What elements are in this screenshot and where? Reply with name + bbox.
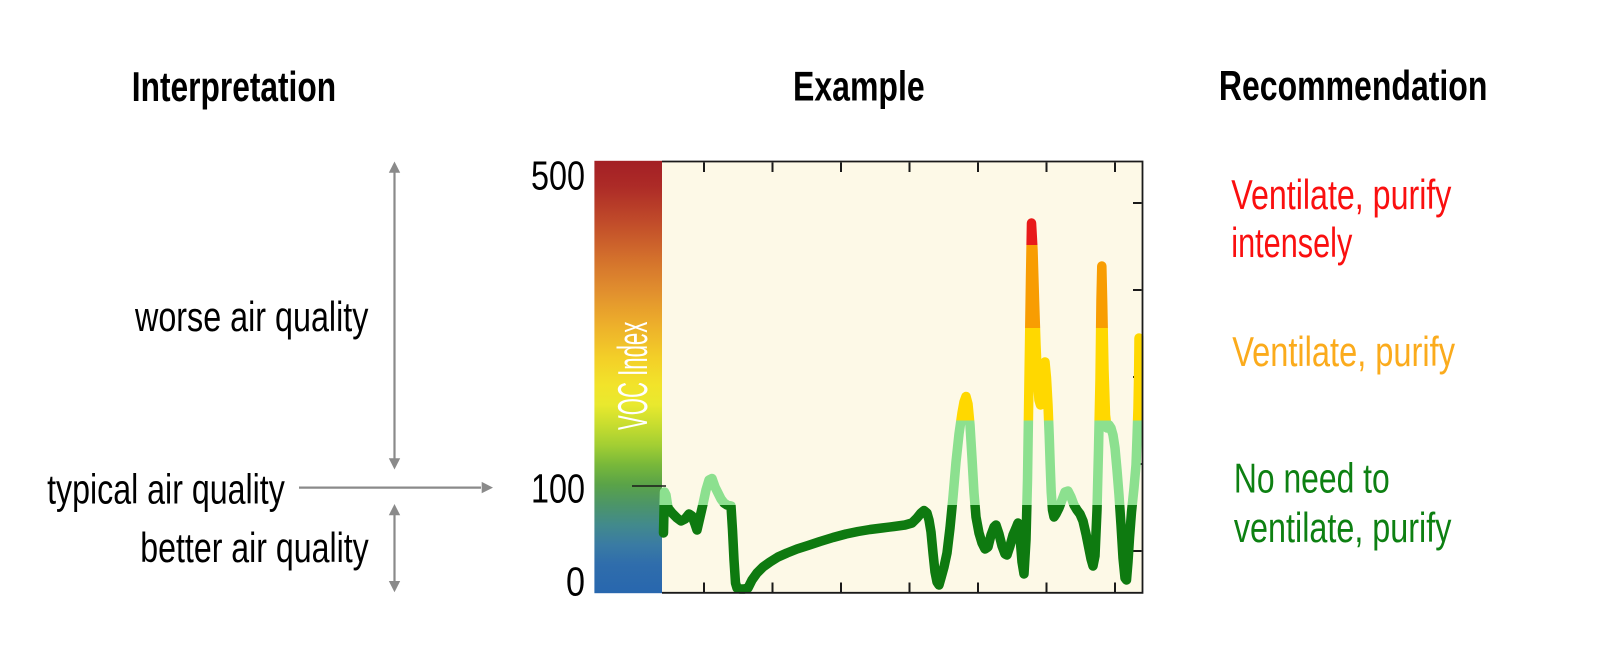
svg-text:Interpretation: Interpretation: [132, 63, 336, 110]
svg-text:Example: Example: [793, 63, 925, 110]
svg-text:ventilate, purify: ventilate, purify: [1234, 504, 1452, 551]
svg-text:Recommendation: Recommendation: [1219, 62, 1488, 109]
svg-text:0: 0: [566, 558, 585, 604]
svg-text:intensely: intensely: [1231, 219, 1352, 266]
svg-text:100: 100: [531, 465, 585, 511]
svg-text:Ventilate, purify: Ventilate, purify: [1231, 171, 1451, 218]
svg-text:VOC Index: VOC Index: [609, 322, 656, 430]
svg-text:worse air quality: worse air quality: [134, 293, 368, 340]
svg-text:typical air quality: typical air quality: [47, 466, 285, 513]
svg-text:better air quality: better air quality: [140, 524, 368, 571]
svg-text:500: 500: [531, 153, 585, 199]
svg-text:Ventilate, purify: Ventilate, purify: [1232, 328, 1455, 375]
svg-text:No need to: No need to: [1234, 454, 1390, 501]
